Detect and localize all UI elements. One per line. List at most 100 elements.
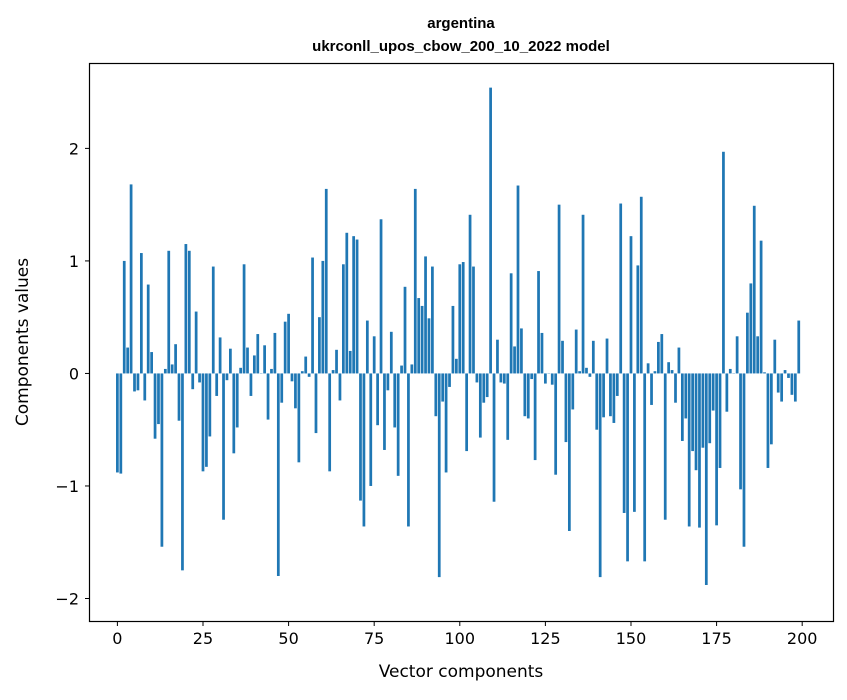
- bar: [650, 373, 653, 405]
- bar: [691, 373, 694, 451]
- bar: [239, 368, 242, 374]
- bar: [208, 373, 211, 436]
- bar: [383, 373, 386, 450]
- bar: [226, 373, 229, 380]
- chart-title: argentina: [427, 15, 495, 32]
- x-axis-label: Vector components: [379, 662, 544, 682]
- bar: [756, 336, 759, 373]
- bar: [126, 348, 129, 374]
- bar: [561, 341, 564, 374]
- x-tick-label: 0: [112, 629, 122, 648]
- bar: [681, 373, 684, 441]
- bar: [137, 373, 140, 390]
- bar: [640, 197, 643, 374]
- bar: [585, 368, 588, 374]
- bar: [188, 251, 191, 374]
- bar: [482, 373, 485, 402]
- bar: [274, 333, 277, 374]
- bar: [678, 348, 681, 374]
- bar: [698, 373, 701, 527]
- bar: [119, 373, 122, 473]
- bar: [500, 373, 503, 382]
- bar: [619, 204, 622, 374]
- bar: [647, 363, 650, 373]
- x-tick-label: 100: [445, 629, 476, 648]
- bar: [606, 339, 609, 374]
- bar: [517, 186, 520, 374]
- bar: [428, 318, 431, 373]
- bar: [250, 373, 253, 396]
- y-tick-label: 1: [69, 252, 79, 271]
- bar: [739, 373, 742, 489]
- bar: [589, 373, 592, 376]
- x-tick-label: 200: [787, 629, 818, 648]
- bar: [609, 373, 612, 416]
- bar: [445, 373, 448, 472]
- bar: [431, 267, 434, 374]
- y-tick-label: 0: [69, 364, 79, 383]
- bar: [294, 373, 297, 408]
- bar: [417, 298, 420, 373]
- bar: [753, 206, 756, 374]
- bar: [616, 373, 619, 396]
- bar: [527, 373, 530, 418]
- bar: [174, 344, 177, 373]
- bar: [297, 373, 300, 462]
- bar: [400, 366, 403, 374]
- x-tick-label: 150: [616, 629, 647, 648]
- bar: [541, 333, 544, 374]
- bar: [229, 349, 232, 374]
- bar: [770, 373, 773, 444]
- bar: [342, 264, 345, 373]
- bar: [794, 373, 797, 401]
- bar: [736, 336, 739, 373]
- bar: [613, 373, 616, 423]
- bar: [513, 346, 516, 373]
- bar: [537, 271, 540, 373]
- bar: [705, 373, 708, 585]
- bar: [722, 152, 725, 374]
- bar: [167, 251, 170, 374]
- bar: [660, 334, 663, 373]
- bar: [157, 373, 160, 424]
- bar: [568, 373, 571, 531]
- bar: [253, 355, 256, 373]
- bar: [489, 88, 492, 374]
- bar: [171, 364, 174, 373]
- bar: [198, 373, 201, 382]
- bar: [130, 184, 133, 373]
- bar: [284, 322, 287, 374]
- bar: [410, 364, 413, 373]
- bar: [465, 373, 468, 451]
- bar: [270, 369, 273, 374]
- bar: [390, 332, 393, 374]
- x-tick-label: 175: [701, 629, 732, 648]
- bar: [448, 373, 451, 387]
- bar: [332, 370, 335, 373]
- bar: [462, 262, 465, 373]
- x-tick-label: 50: [278, 629, 298, 648]
- bar: [657, 342, 660, 374]
- bar: [387, 373, 390, 390]
- bar: [643, 373, 646, 561]
- bar: [787, 373, 790, 378]
- bar: [715, 373, 718, 525]
- chart-subtitle: ukrconll_upos_cbow_200_10_2022 model: [312, 38, 610, 55]
- bar: [345, 233, 348, 374]
- bar: [133, 373, 136, 391]
- bar: [123, 261, 126, 374]
- bar: [219, 337, 222, 373]
- bar: [321, 261, 324, 374]
- bar: [695, 373, 698, 470]
- bar: [486, 373, 489, 397]
- bar: [684, 373, 687, 418]
- bar: [520, 328, 523, 373]
- x-tick-label: 125: [530, 629, 561, 648]
- bar: [421, 306, 424, 374]
- bar: [746, 313, 749, 374]
- bar: [544, 373, 547, 383]
- bar: [438, 373, 441, 577]
- bar: [243, 264, 246, 373]
- bar: [178, 373, 181, 420]
- bar: [654, 371, 657, 373]
